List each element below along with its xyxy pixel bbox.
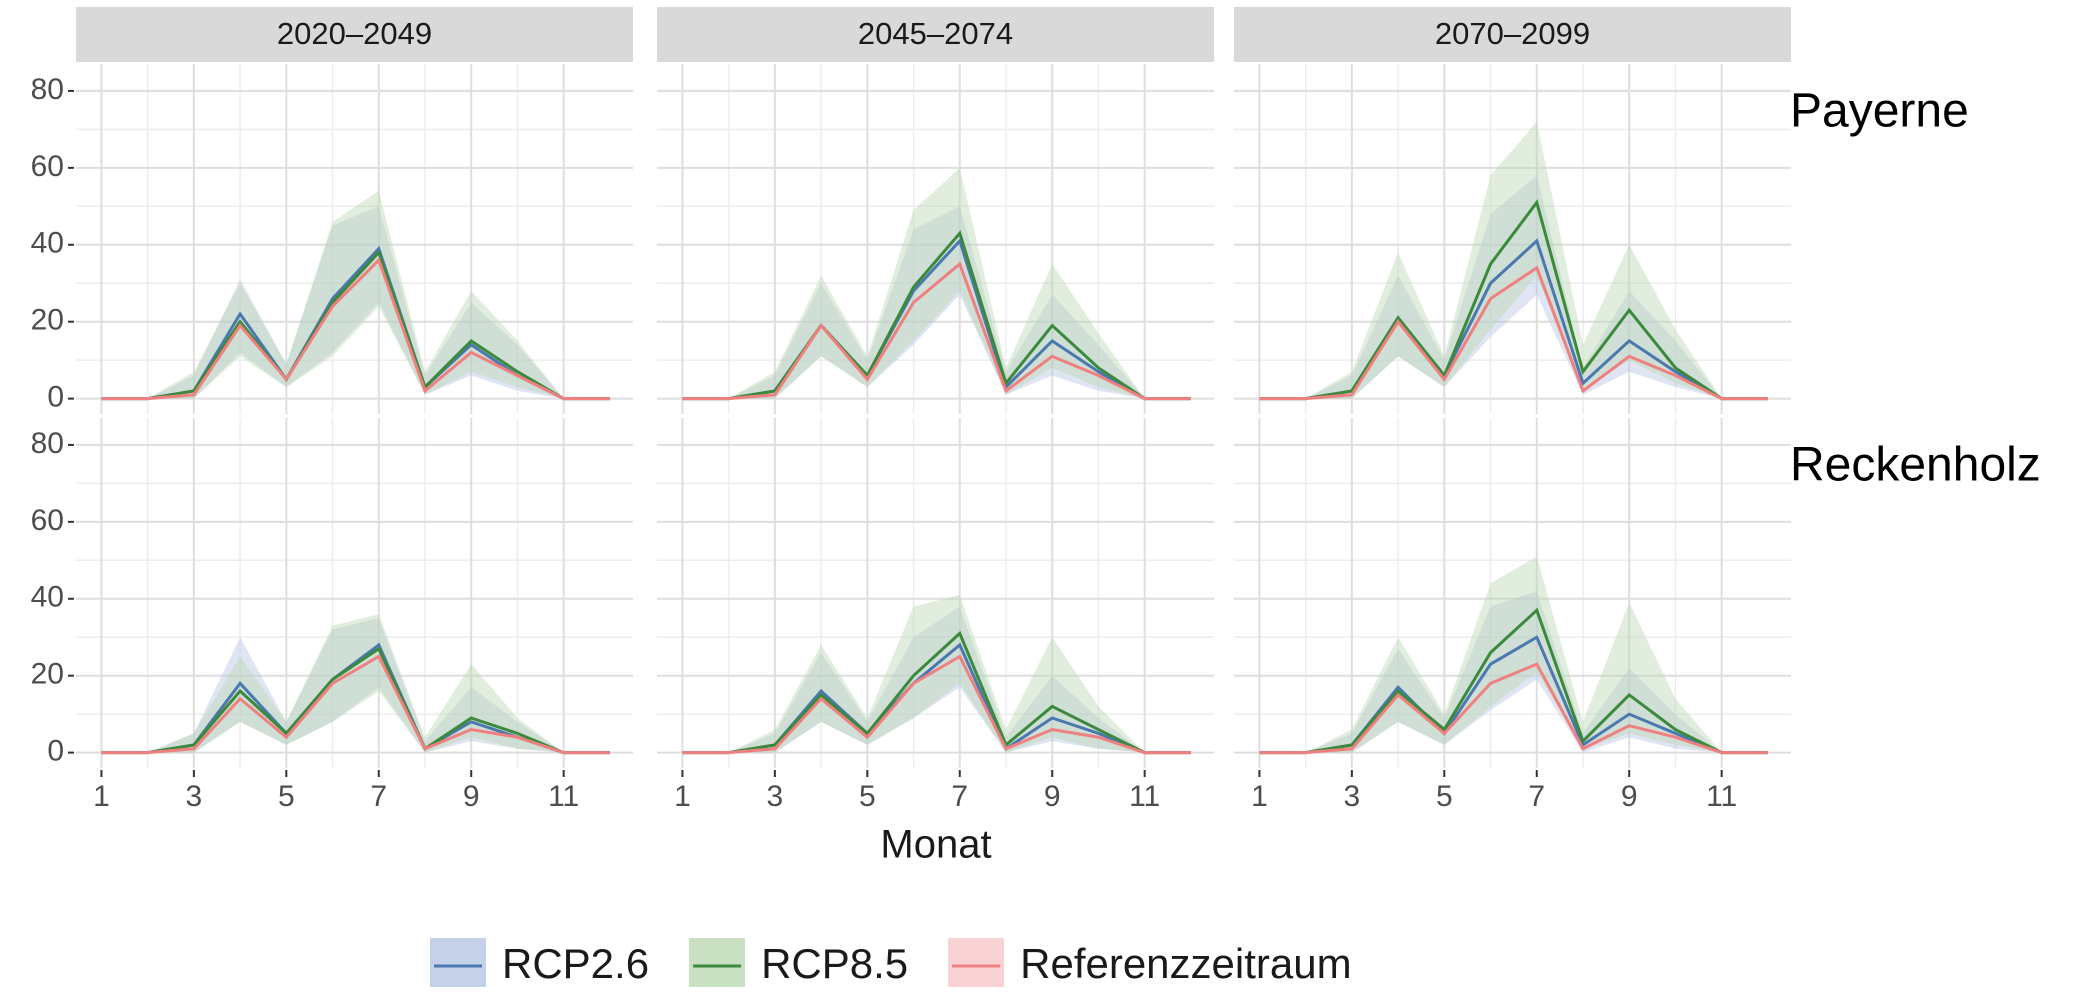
x-tick-label: 5 [1436, 780, 1453, 813]
x-tick-label: 11 [1706, 780, 1737, 813]
panel-background [1234, 64, 1791, 414]
x-tick-label: 1 [93, 780, 110, 813]
line [682, 230, 1191, 401]
x-tick-label: 3 [1344, 780, 1361, 813]
y-tick-label: 20 [31, 304, 64, 337]
line [101, 646, 610, 755]
x-tick-label: 11 [1129, 780, 1160, 813]
legend-key [948, 938, 1005, 992]
ribbon [682, 206, 1191, 399]
y-tick-label: 40 [31, 581, 64, 614]
ribbon [1259, 175, 1768, 399]
x-tick-label: 5 [859, 780, 876, 813]
y-tick-label: 0 [47, 735, 64, 768]
line [101, 249, 610, 401]
ribbon [101, 190, 610, 399]
y-tick-label: 20 [31, 658, 64, 691]
line [1259, 607, 1768, 755]
x-tick-label: 9 [1621, 780, 1638, 813]
line [101, 654, 610, 755]
y-tick-label: 60 [31, 504, 64, 537]
line [1259, 199, 1768, 401]
x-tick-label: 7 [951, 780, 968, 813]
legend-label: RCP2.6 [502, 940, 649, 987]
y-tick-label: 0 [47, 381, 64, 414]
x-tick-label: 7 [370, 780, 387, 813]
legend-key [430, 938, 486, 992]
x-tick-label: 5 [278, 780, 295, 813]
x-tick-label: 11 [548, 780, 579, 813]
legend-label: Referenzzeitraum [1020, 940, 1351, 987]
x-tick-label: 3 [186, 780, 203, 813]
line [1259, 662, 1768, 755]
x-tick-label: 3 [767, 780, 784, 813]
legend-key [689, 938, 746, 992]
line [101, 257, 610, 401]
ribbon [101, 206, 610, 399]
facet-column-label: 2020–2049 [277, 16, 432, 51]
line [682, 630, 1191, 755]
panel-background [76, 64, 633, 414]
facet-strip [657, 7, 1214, 62]
facet-column-label: 2045–2074 [858, 16, 1013, 51]
x-tick-label: 9 [463, 780, 480, 813]
x-tick-label: 1 [674, 780, 691, 813]
x-tick-label: 1 [1251, 780, 1268, 813]
y-tick-label: 80 [31, 73, 64, 106]
ribbon [101, 614, 610, 753]
x-tick-label: 9 [1044, 780, 1061, 813]
facet-strip [76, 7, 633, 62]
panel-background [1234, 418, 1791, 768]
facet-strip [1234, 7, 1791, 62]
x-tick-label: 7 [1528, 780, 1545, 813]
line [682, 654, 1191, 755]
facet-row-label: Payerne [1790, 85, 1969, 138]
ribbon [682, 606, 1191, 753]
y-tick-label: 80 [31, 427, 64, 460]
y-tick-label: 60 [31, 150, 64, 183]
legend-label: RCP8.5 [761, 940, 908, 987]
panel-background [657, 64, 1214, 414]
line [1259, 265, 1768, 401]
y-tick-label: 40 [31, 227, 64, 260]
panel-background [76, 418, 633, 768]
x-axis-label: Monat [880, 823, 991, 867]
facet-column-label: 2070–2099 [1435, 16, 1590, 51]
facet-row-label: Reckenholz [1790, 439, 2041, 492]
panel-background [657, 418, 1214, 768]
ribbon [101, 618, 610, 753]
line [682, 261, 1191, 401]
ribbon [1259, 591, 1768, 753]
